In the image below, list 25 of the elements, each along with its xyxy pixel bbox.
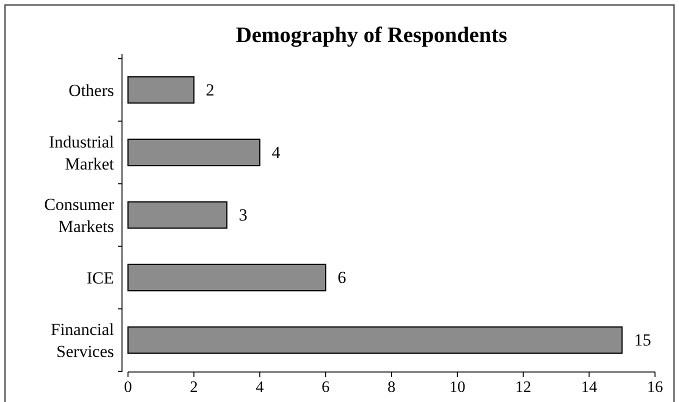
x-tick-label: 2 [190, 379, 198, 396]
x-tick-label: 14 [581, 379, 598, 396]
x-tick-label: 16 [647, 379, 663, 396]
y-tick-label: Financial Services [50, 320, 114, 361]
bar [127, 76, 194, 104]
data-label: 15 [634, 330, 652, 350]
bar [127, 201, 228, 229]
chart-title: Demography of Respondents [236, 22, 508, 47]
bar [127, 326, 623, 354]
x-tick-label: 0 [124, 379, 132, 396]
y-tick-label: ICE [86, 268, 114, 288]
x-tick-label: 4 [256, 379, 264, 396]
data-label: 4 [272, 142, 281, 162]
x-tick-label: 10 [449, 379, 466, 396]
x-tick-label: 12 [515, 379, 532, 396]
y-tick-label: Industrial Market [48, 132, 114, 173]
data-label: 3 [238, 206, 248, 224]
x-tick-label: 8 [388, 379, 396, 396]
bar [127, 138, 260, 166]
bar [127, 264, 326, 292]
y-tick-label: Others [68, 80, 114, 100]
y-tick-label: Consumer Markets [44, 194, 114, 236]
data-label: 6 [338, 268, 346, 288]
data-label: 2 [206, 80, 214, 100]
x-tick-label: 6 [322, 379, 330, 396]
